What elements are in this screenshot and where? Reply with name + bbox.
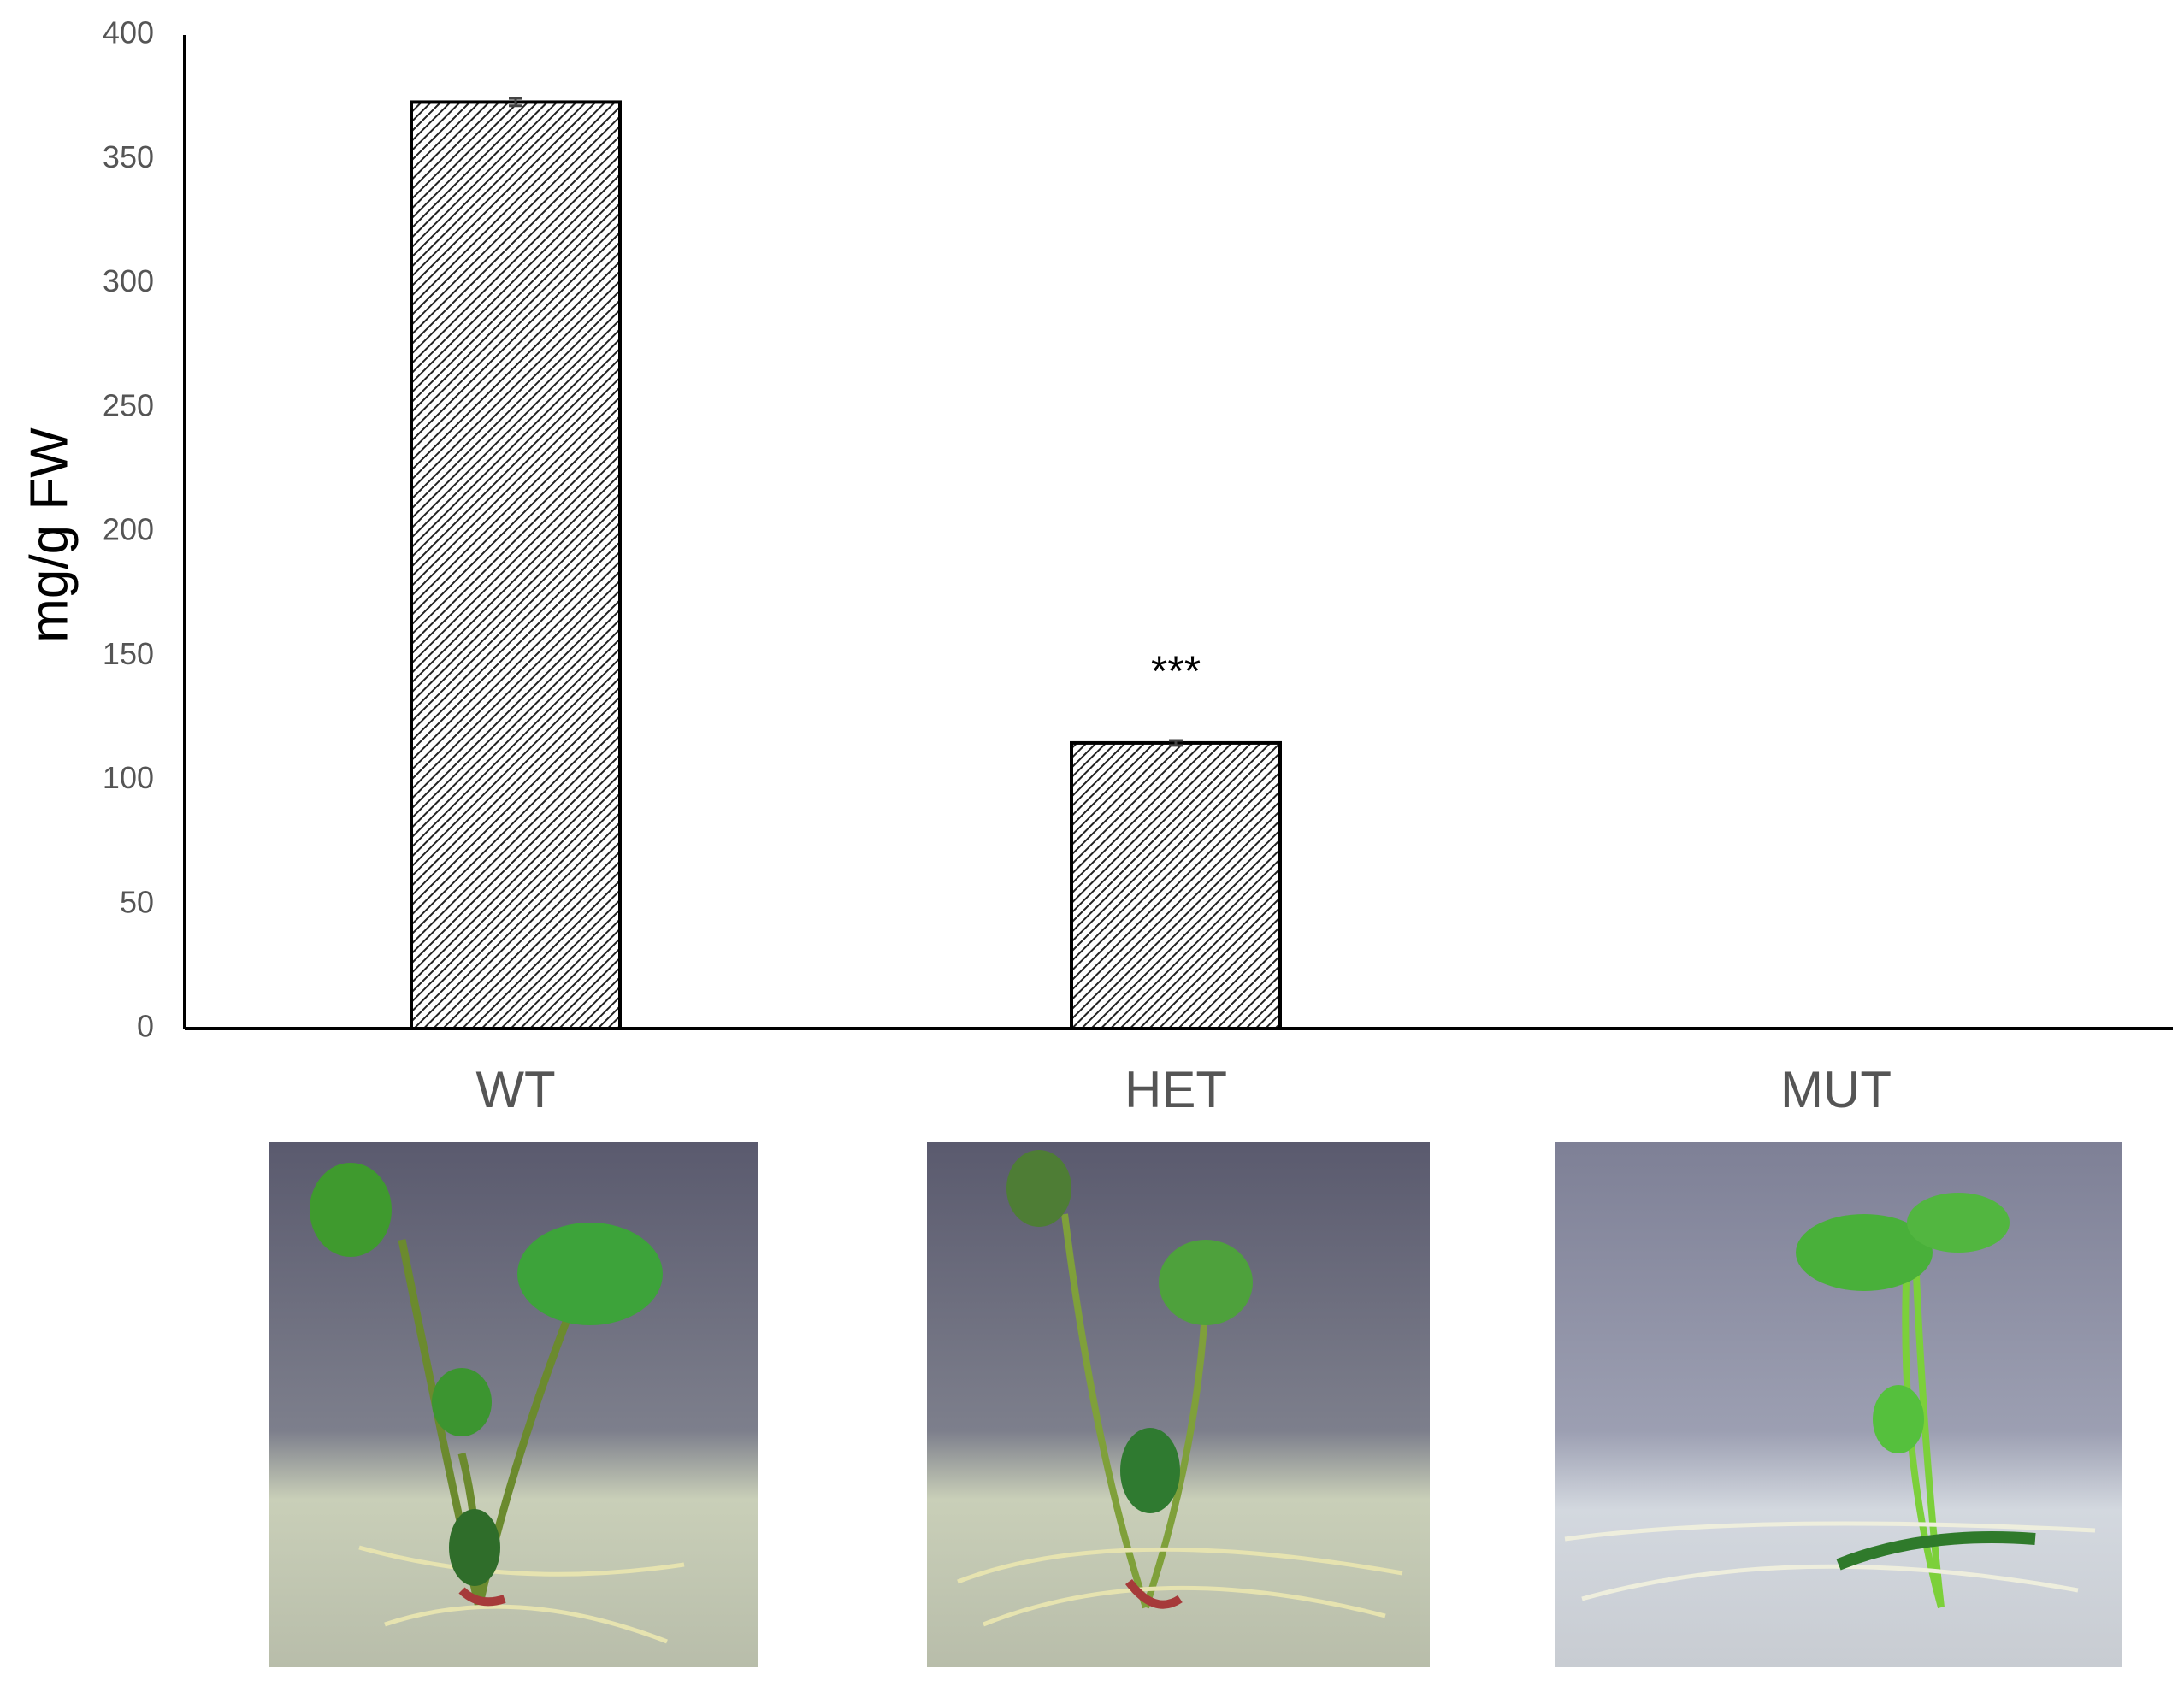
y-tick-label: 100: [103, 760, 154, 795]
y-tick-label: 350: [103, 139, 154, 174]
error-bar: [509, 97, 522, 108]
y-tick-label: 0: [137, 1009, 154, 1044]
x-tick-label: MUT: [1780, 1061, 1892, 1118]
bar: [410, 100, 622, 1030]
y-tick-label: 300: [103, 263, 154, 298]
y-axis-label: mg/g FW: [20, 427, 79, 643]
photo-mut: [1555, 1142, 2122, 1667]
x-tick-label: HET: [1124, 1061, 1227, 1118]
y-tick-label: 200: [103, 512, 154, 547]
y-tick-label: 250: [103, 387, 154, 422]
photo-het: [927, 1142, 1430, 1667]
y-tick-label: 400: [103, 15, 154, 50]
error-bar: [1169, 739, 1183, 747]
annotation: ***: [1151, 647, 1201, 695]
y-tick-label: 50: [120, 884, 154, 919]
y-tick-label: 150: [103, 636, 154, 671]
photo-wt: [269, 1142, 758, 1667]
bar: [1070, 740, 1282, 1030]
x-tick-label: WT: [475, 1061, 555, 1118]
